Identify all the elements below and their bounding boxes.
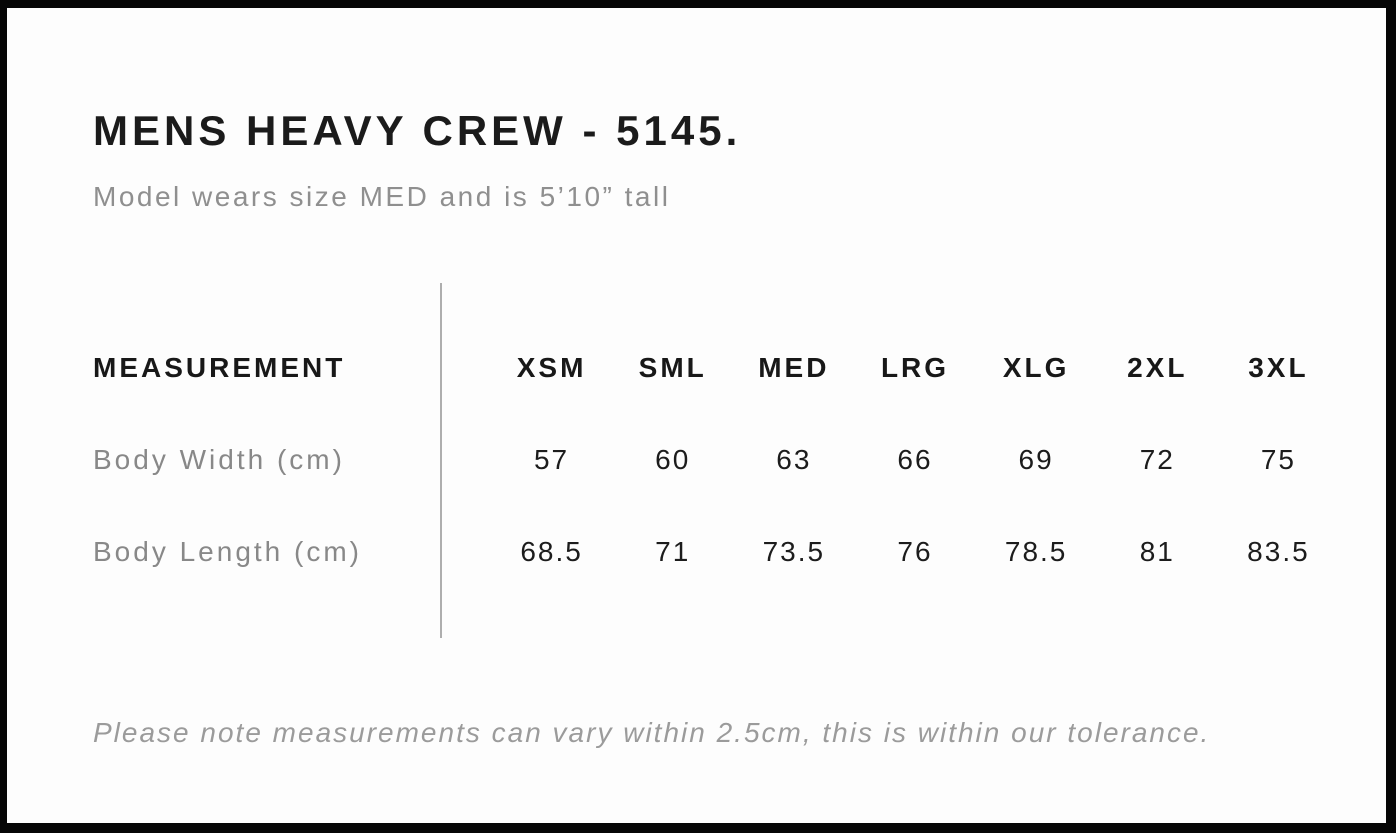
size-header-2xl: 2XL (1127, 352, 1188, 383)
measurement-column-header: MEASUREMENT (93, 352, 346, 383)
size-header-xsm: XSM (516, 352, 587, 383)
product-title: MENS HEAVY CREW - 5145. (93, 107, 742, 154)
body-length-3xl: 83.5 (1247, 536, 1310, 567)
size-header-sml: SML (638, 352, 707, 383)
size-guide-page: MENS HEAVY CREW - 5145. Model wears size… (7, 8, 1386, 823)
size-header-med: MED (758, 352, 830, 383)
vertical-divider (440, 283, 442, 638)
body-width-sml: 60 (655, 444, 691, 475)
body-length-xsm: 68.5 (520, 536, 583, 567)
body-length-med: 73.5 (762, 536, 826, 567)
row-label-body-width: Body Width (cm) (93, 444, 345, 475)
body-width-3xl: 75 (1260, 444, 1296, 475)
body-length-sml: 71 (655, 536, 691, 567)
size-header-xlg: XLG (1002, 352, 1070, 383)
body-width-xlg: 69 (1018, 444, 1054, 475)
body-width-med: 63 (776, 444, 812, 475)
body-length-2xl: 81 (1139, 536, 1175, 567)
row-label-body-length: Body Length (cm) (93, 536, 362, 567)
body-length-xlg: 78.5 (1004, 536, 1068, 567)
model-size-note: Model wears size MED and is 5’10” tall (93, 181, 671, 212)
size-chart-table: MEASUREMENT XSM SML MED LRG XLG 2XL 3XL … (93, 322, 1339, 598)
size-header-lrg: LRG (880, 352, 950, 383)
size-header-3xl: 3XL (1248, 352, 1309, 383)
body-width-lrg: 66 (897, 444, 933, 475)
tolerance-note: Please note measurements can vary within… (93, 717, 1211, 748)
body-width-xsm: 57 (533, 444, 570, 475)
body-length-lrg: 76 (897, 536, 933, 567)
body-width-2xl: 72 (1139, 444, 1175, 475)
